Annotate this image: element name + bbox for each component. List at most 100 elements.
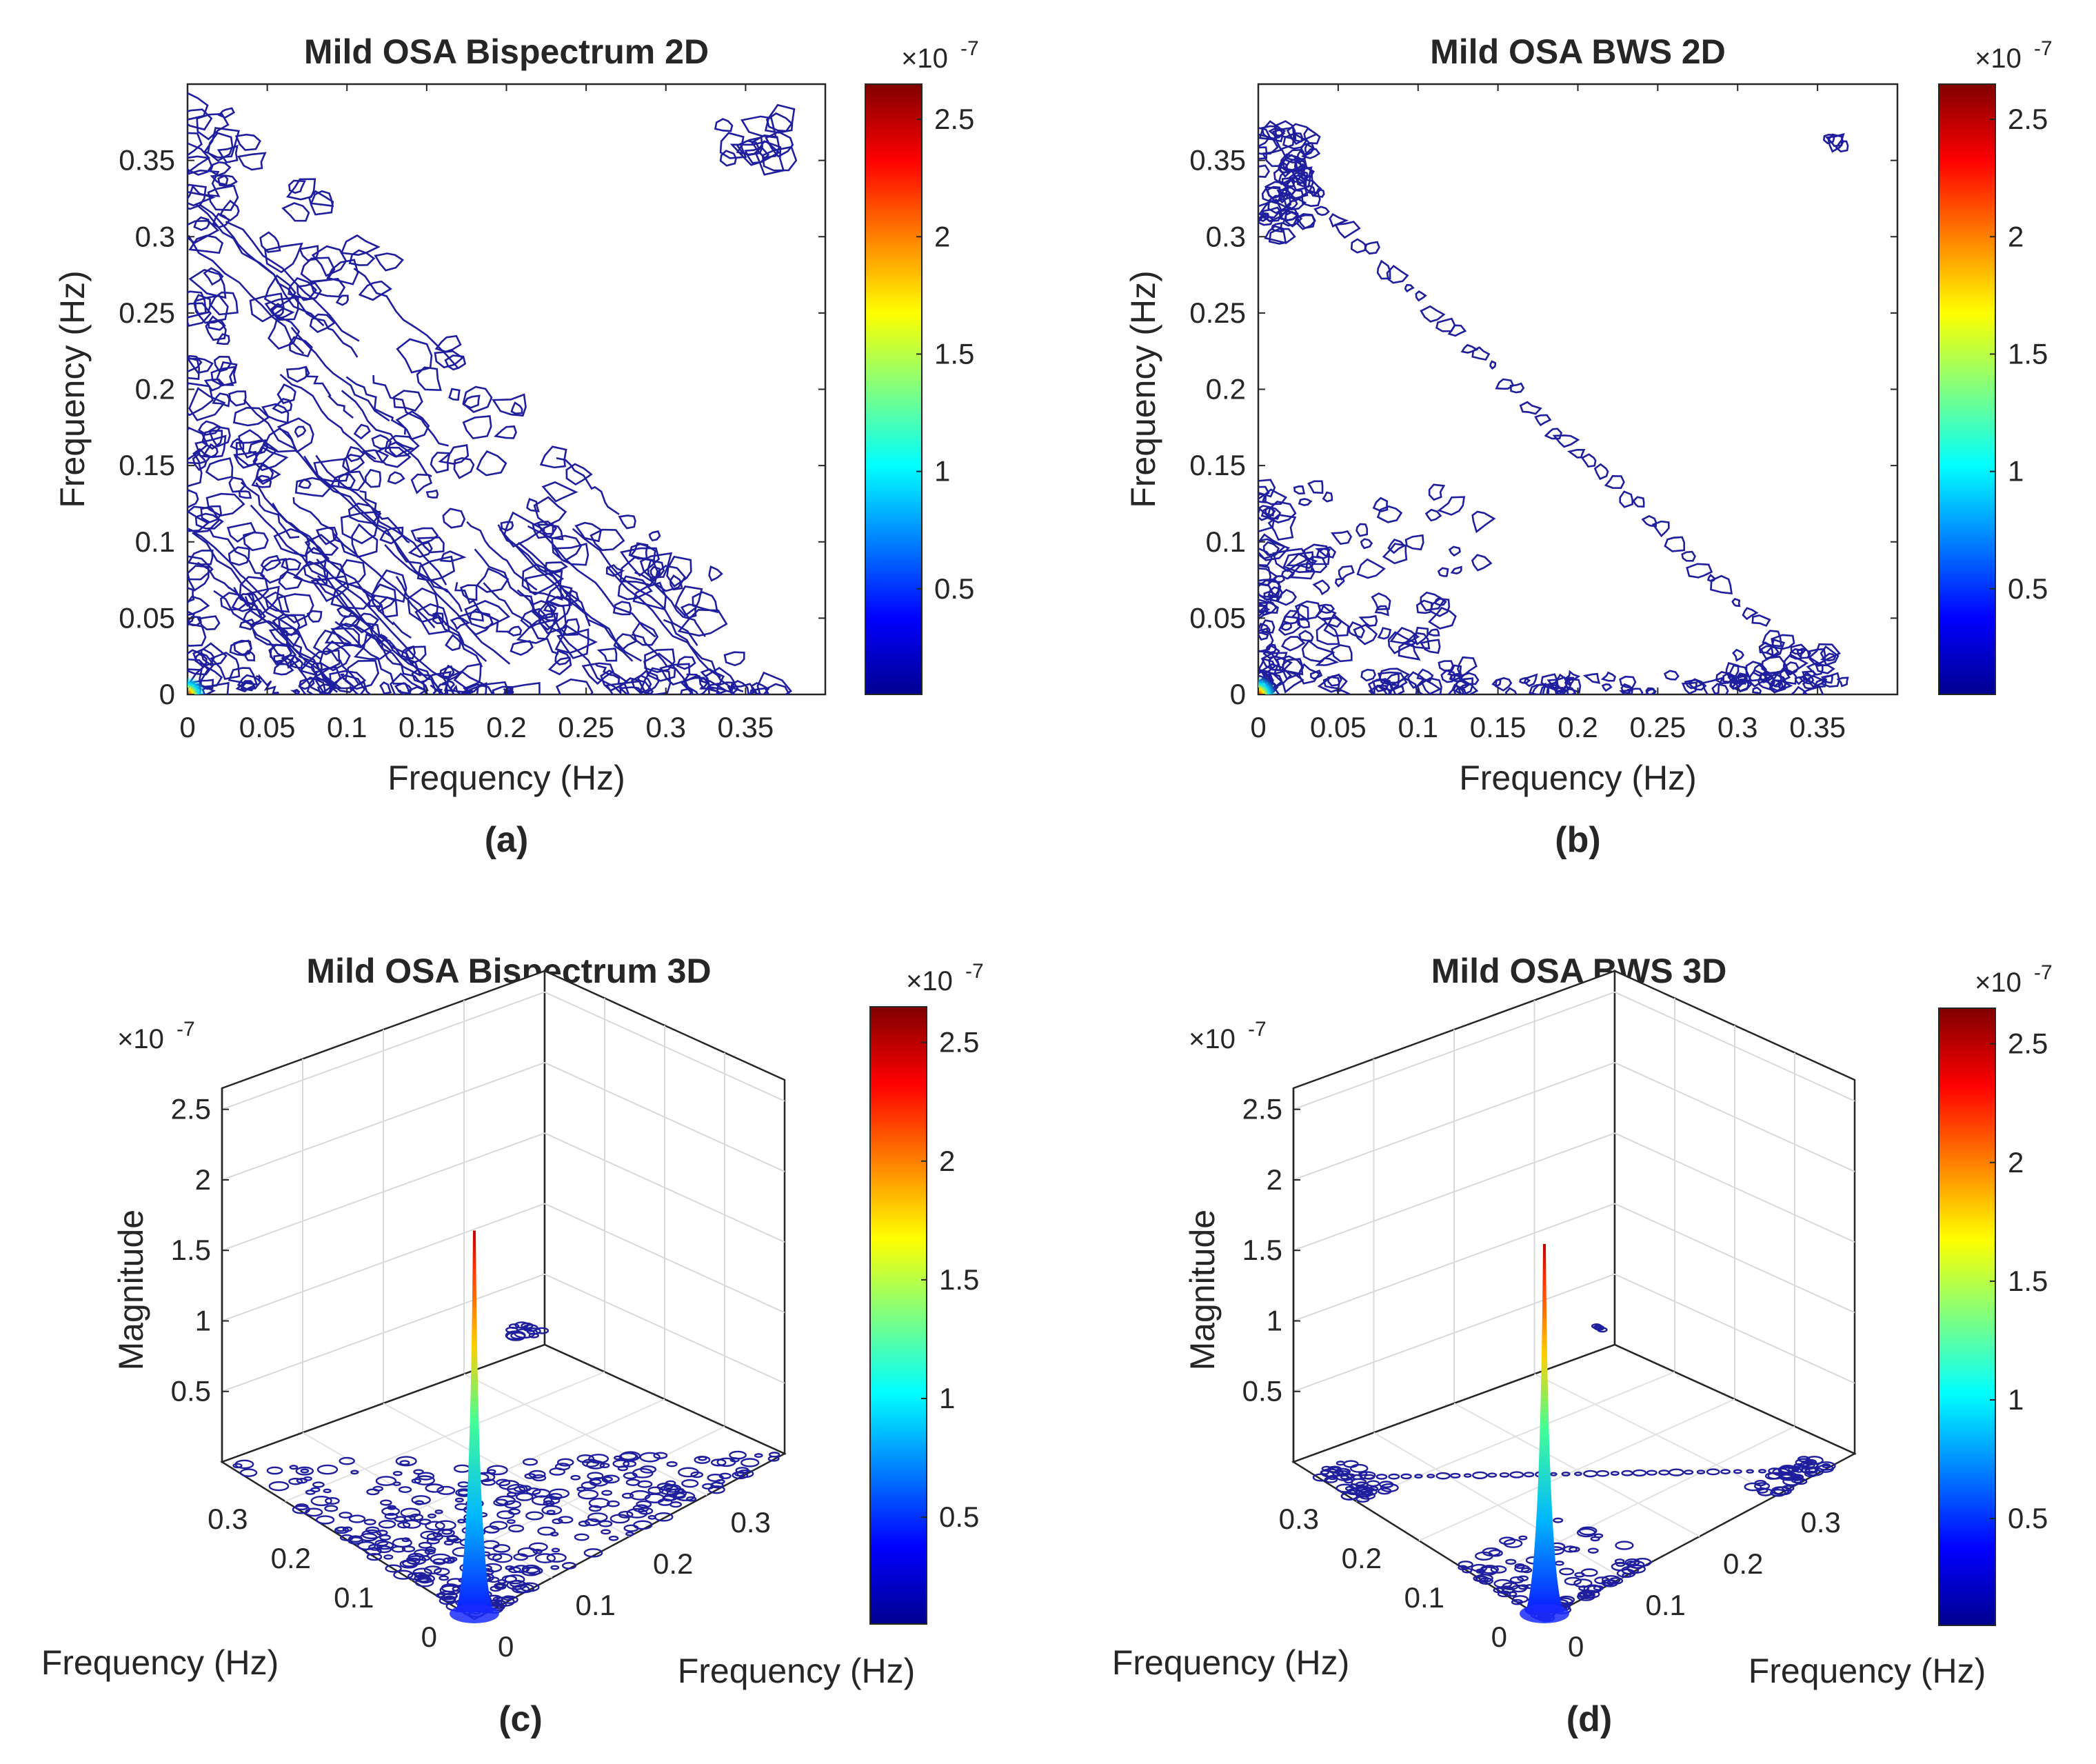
contour-line [554,650,572,666]
surface-blob [532,1548,543,1554]
surface-blob [378,1520,396,1529]
surface-blob [514,1321,530,1329]
cluster-blob [1600,671,1617,682]
diagonal-blob [1651,520,1670,538]
contour-line [311,245,347,277]
cluster-blob [1519,676,1531,684]
panel-label: (d) [1566,1699,1612,1739]
contour-line [272,398,293,414]
surface-blob [663,1483,674,1490]
surface-blob [522,1458,538,1466]
cluster-blob [1315,604,1337,621]
surface-blob [521,1564,541,1574]
contour-line [460,686,474,694]
contour-line [216,333,230,345]
cluster-blob [1437,567,1449,577]
contour-line [188,587,195,603]
surface-blob [368,1543,383,1551]
panel-label: (a) [485,820,529,860]
cluster-blob [1619,690,1633,694]
cluster-blob [1368,684,1389,694]
contour-line [309,313,336,333]
surface-blob [707,1485,725,1494]
colorbar-exponent: ×10 -7 [906,960,984,996]
contour-line [303,560,328,581]
contour-line [188,169,221,197]
contour-line [674,585,703,617]
diagonal-blob [1489,360,1497,370]
diagonal-blob [1313,206,1330,217]
cluster-blob [1416,668,1434,682]
surface-blob [1475,1575,1489,1583]
contour-line [188,623,207,647]
surface-blob [525,1511,544,1521]
surface-blob [383,1554,394,1560]
cluster-blob [1360,538,1373,550]
cluster-blob [1258,479,1276,498]
surface-blob [374,1539,389,1547]
surface-blob [296,1477,308,1484]
contour-line [379,526,404,545]
contour-line [298,676,326,694]
diagonal-blob [1386,264,1409,284]
cluster-blob [1404,534,1424,551]
diagonal-blob [1420,305,1446,323]
cluster-blob [1356,558,1386,579]
cluster-blob [1420,591,1445,612]
contour-line [261,403,290,424]
colorbar-tick-label: 0.5 [939,1501,979,1533]
surface-blob [583,1548,603,1558]
panel-a: Mild OSA Bispectrum 2D 00 0.05 0.05 0.1 0.1 0.… [53,32,979,860]
cluster-blob [1806,648,1826,666]
colorbar-tick-label: 1.5 [939,1263,979,1296]
surface-blob [1400,1473,1412,1480]
contour-line [188,555,214,581]
exponent-base: ×10 [906,966,953,996]
surface-blob [366,1553,383,1561]
surface-blob [606,1500,620,1507]
surface-blob [347,1536,364,1545]
colorbar: 0.5 1 1.5 2 2.5 ×10 -7 [869,960,984,1625]
contour-line [453,457,475,479]
contour-line [205,315,227,341]
surface-blob [443,1540,454,1546]
surface-blob [587,1512,608,1523]
surface-blob [487,1553,503,1561]
contour-line [663,619,744,693]
contour-line [494,425,517,439]
surface-blob [1414,1474,1423,1479]
peak-spike [1525,1243,1564,1612]
contour-line [188,302,212,328]
contour-line [476,450,507,477]
cluster-blob [1268,127,1286,139]
contour-line [281,654,300,669]
contour-line [572,528,698,646]
contour-line [188,142,211,174]
contour-line [375,446,412,468]
contour-line [723,651,745,667]
contour-line [188,615,202,627]
diagonal-blob [1552,434,1580,448]
cluster-blob [1450,565,1462,574]
surface-blob [395,1456,417,1467]
contour-line [533,496,567,526]
contour-line [510,401,523,415]
colorbar-tick-label: 1 [934,455,950,488]
contour-line [462,385,493,413]
contour-line [200,505,222,523]
contour-line [359,490,410,543]
cluster-blob [1280,622,1293,631]
contour-line [303,659,339,693]
cluster-blob [1298,498,1313,507]
exponent-power: -7 [2034,37,2053,60]
contour-line [243,399,376,524]
surface-blob [1377,1487,1392,1495]
contour-line [208,527,265,578]
chart-title: Mild OSA Bispectrum 2D [304,32,709,71]
cluster-blob [1504,687,1518,694]
contour-line [414,603,451,635]
cluster-blob [1390,677,1418,694]
contour-line [188,268,227,299]
contour-line [208,319,226,331]
colorbar-tick-label: 1.5 [934,337,974,370]
